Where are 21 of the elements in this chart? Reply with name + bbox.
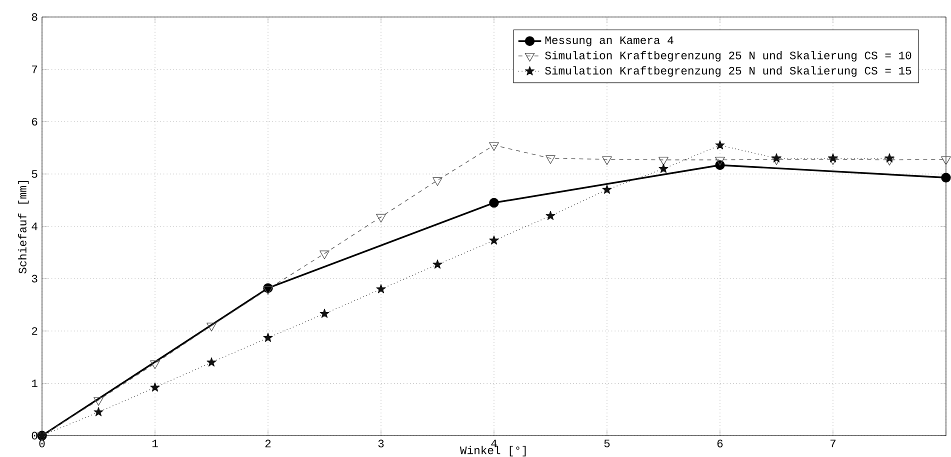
- x-tick-label: 5: [604, 440, 610, 448]
- x-tick-label: 2: [265, 440, 271, 448]
- y-axis-title: Schiefauf [mm]: [18, 181, 29, 274]
- x-tick-label: 1: [152, 440, 158, 448]
- legend-label: Messung an Kamera 4: [545, 36, 674, 46]
- y-tick-label: 4: [32, 222, 38, 230]
- x-tick-label: 6: [717, 440, 723, 448]
- x-tick-label: 3: [378, 440, 384, 448]
- y-tick-label: 2: [32, 327, 38, 335]
- y-tick-label: 8: [32, 13, 38, 21]
- y-tick-label: 3: [32, 274, 38, 282]
- y-tick-label: 0: [32, 432, 38, 440]
- y-tick-label: 6: [32, 118, 38, 126]
- legend-label: Simulation Kraftbegrenzung 25 N und Skalierung CS = 10: [545, 50, 912, 62]
- x-axis-title: Winkel [°]: [460, 446, 526, 456]
- x-tick-label: 4: [491, 440, 497, 448]
- y-tick-label: 7: [32, 66, 38, 74]
- x-tick-label: 7: [830, 440, 836, 448]
- y-tick-label: 1: [32, 380, 38, 388]
- legend-label: Simulation Kraftbegrenzung 25 N und Skalierung CS = 15: [545, 66, 912, 77]
- y-tick-label: 5: [32, 170, 38, 178]
